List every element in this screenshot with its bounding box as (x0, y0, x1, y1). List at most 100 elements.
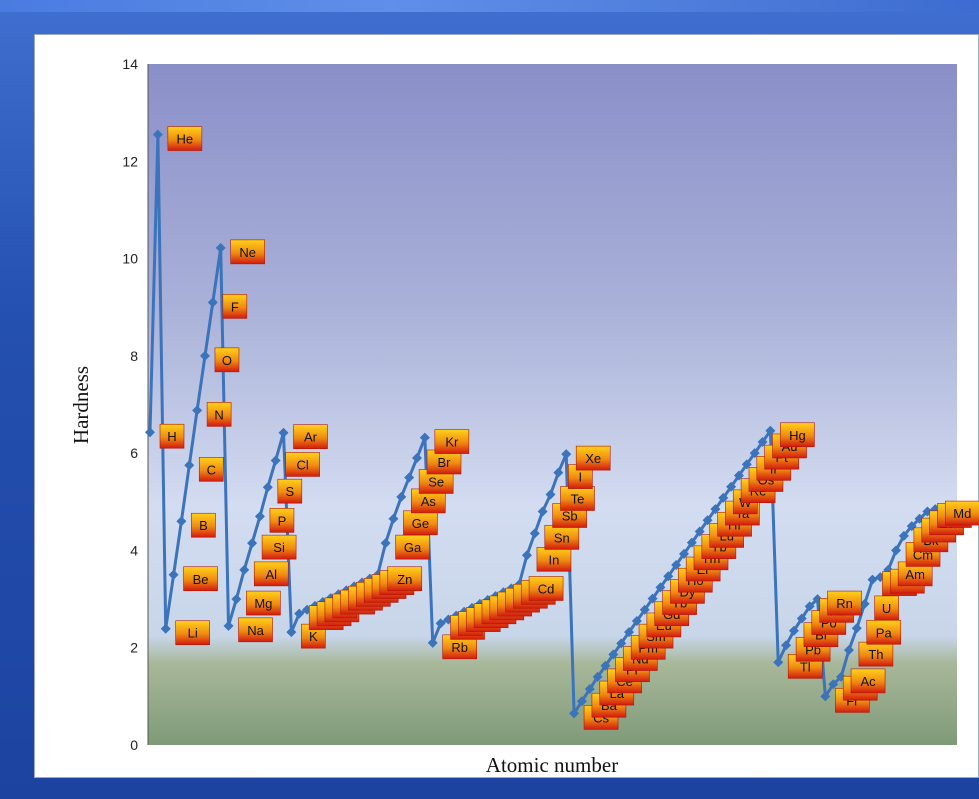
data-point-marker (247, 538, 258, 549)
element-symbol: Sb (562, 509, 578, 524)
element-label-box (874, 595, 899, 621)
data-point-marker (294, 608, 305, 619)
element-label: Mg (246, 590, 281, 616)
element-label-box (944, 500, 979, 526)
data-point-marker (404, 472, 415, 483)
element-label: Hg (780, 422, 815, 448)
data-point-marker (647, 593, 658, 604)
element-symbol: P (278, 513, 287, 528)
data-point-marker (270, 455, 281, 466)
data-point-marker (600, 660, 611, 671)
element-label-box (230, 239, 265, 265)
element-label: Zn (387, 566, 423, 592)
data-point-marker (671, 560, 682, 571)
element-label-box (560, 486, 595, 511)
element-label-box (277, 478, 303, 504)
data-point-marker (726, 481, 737, 492)
data-point-marker (655, 582, 666, 593)
element-label-box (544, 525, 580, 550)
element-label-box (261, 534, 297, 560)
data-point-marker (851, 623, 862, 634)
element-label: In (536, 546, 572, 572)
element-label-box (222, 294, 248, 319)
data-point-marker (152, 129, 163, 140)
data-point-marker (592, 671, 603, 682)
element-symbol: Li (188, 626, 198, 641)
element-label-box (528, 576, 564, 601)
element-label-box (269, 508, 295, 533)
data-point-marker (529, 528, 540, 539)
element-label: Cl (285, 452, 320, 477)
element-label: O (214, 347, 240, 373)
data-point-marker (435, 618, 446, 629)
element-label-box (206, 402, 232, 427)
element-label: C (198, 457, 224, 482)
element-symbol: Ar (304, 430, 318, 445)
element-label-box (866, 619, 902, 645)
data-point-marker (891, 545, 902, 556)
element-symbol: Se (428, 474, 444, 489)
data-point-marker (396, 491, 407, 502)
element-label: Be (183, 566, 218, 592)
element-label-box (426, 449, 462, 475)
data-point-marker (223, 620, 234, 631)
data-point-marker (262, 482, 273, 493)
data-point-marker (773, 657, 784, 668)
element-symbol: U (882, 601, 891, 616)
data-point-marker (427, 637, 438, 648)
element-symbol: H (167, 429, 176, 444)
element-symbol: Te (571, 491, 585, 506)
data-point-marker (160, 623, 171, 634)
data-point-marker (561, 449, 572, 460)
data-point-marker (733, 470, 744, 481)
data-point-marker (867, 574, 878, 585)
element-label-box (198, 457, 224, 482)
y-tick-label: 12 (122, 153, 138, 169)
data-point-marker (663, 571, 674, 582)
data-point-marker (537, 506, 548, 517)
data-point-marker (898, 530, 909, 541)
data-point-marker (710, 504, 721, 515)
data-point-marker (584, 684, 595, 695)
element-label: Th (858, 641, 894, 667)
element-label: Al (253, 561, 289, 587)
element-symbol: N (214, 407, 223, 422)
element-symbol: Th (868, 647, 883, 662)
data-point-marker (286, 627, 297, 638)
data-point-marker (608, 649, 619, 660)
element-symbol: Pa (876, 625, 893, 640)
data-point-marker (412, 453, 422, 464)
element-label-box (167, 126, 203, 151)
element-symbol: Zn (397, 572, 412, 587)
element-symbol: B (199, 518, 208, 533)
element-symbol: Tl (800, 659, 811, 674)
data-point-marker (679, 548, 689, 559)
element-symbol: In (549, 552, 560, 567)
element-symbol: Ne (239, 245, 256, 260)
data-point-marker (694, 526, 705, 537)
element-symbol: Md (953, 506, 971, 521)
data-point-marker (254, 511, 265, 522)
element-label: N (206, 402, 232, 427)
element-label-box (253, 561, 289, 587)
element-label: Ne (230, 239, 265, 265)
element-symbol: Al (265, 567, 277, 582)
element-label: Si (261, 534, 297, 560)
element-label: H (159, 423, 185, 449)
data-point-marker (215, 242, 226, 253)
element-label: Ga (395, 534, 430, 560)
element-label: Ac (850, 668, 886, 694)
element-label: F (222, 294, 248, 319)
element-label: Br (426, 449, 462, 475)
data-point-marker (192, 405, 203, 416)
element-label: Rn (827, 590, 862, 616)
element-label-box (183, 566, 218, 592)
data-point-marker (820, 691, 831, 702)
data-point-marker (843, 645, 854, 656)
element-symbol: Ga (404, 540, 422, 555)
element-label-box (293, 424, 328, 450)
element-label-box (214, 347, 240, 373)
element-symbol: Ac (860, 674, 876, 689)
y-tick-labels: 0 2 4 6 8 10 12 14 (122, 56, 138, 753)
element-symbol: Ge (412, 516, 429, 531)
